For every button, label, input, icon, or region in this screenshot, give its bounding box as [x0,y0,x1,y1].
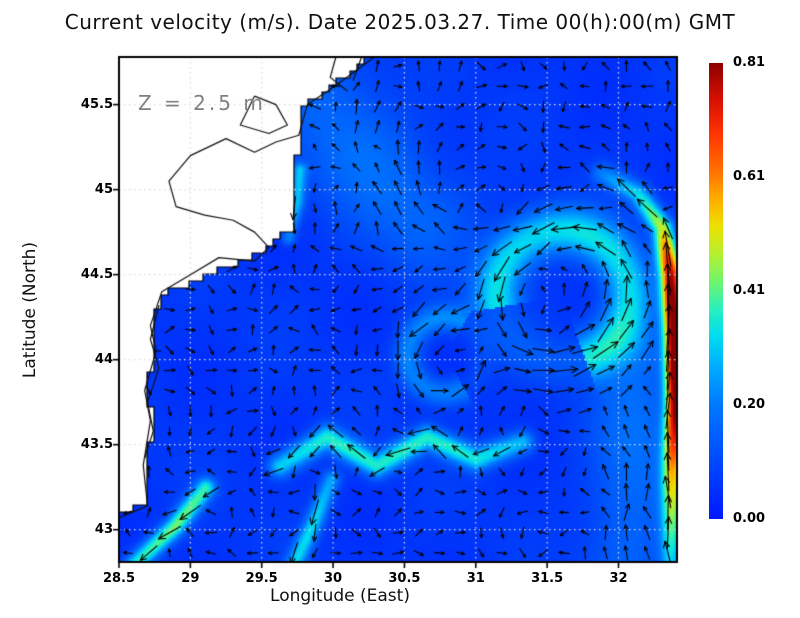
y-tick-label: 43.5 [80,436,113,452]
y-tick-label: 44 [94,351,113,367]
colorbar [709,63,723,519]
x-tick-label: 28.5 [102,571,136,586]
x-axis-label: Longitude (East) [270,586,410,606]
y-tick-label: 45 [94,181,113,197]
colorbar-tick-label: 0.81 [733,55,766,70]
colorbar-tick-label: 0.00 [733,511,766,526]
chart-title: Current velocity (m/s). Date 2025.03.27.… [64,10,736,34]
x-tick-label: 31.5 [531,571,564,586]
x-tick-label: 32 [609,571,628,586]
colorbar-tick-label: 0.41 [733,283,766,298]
depth-label: Z = 2.5 m [138,91,266,115]
x-tick-label: 29.5 [245,571,278,586]
y-tick-label: 45.5 [80,96,113,112]
y-axis-label: Latitude (North) [20,241,40,379]
x-tick-label: 29 [181,571,200,586]
colorbar-tick-label: 0.61 [733,169,766,184]
x-tick-label: 30.5 [388,571,421,586]
y-tick-label: 43 [94,521,113,537]
y-tick-label: 44.5 [80,266,113,282]
colorbar-tick-label: 0.20 [733,397,766,412]
x-tick-label: 31 [466,571,485,586]
x-tick-label: 30 [324,571,343,586]
